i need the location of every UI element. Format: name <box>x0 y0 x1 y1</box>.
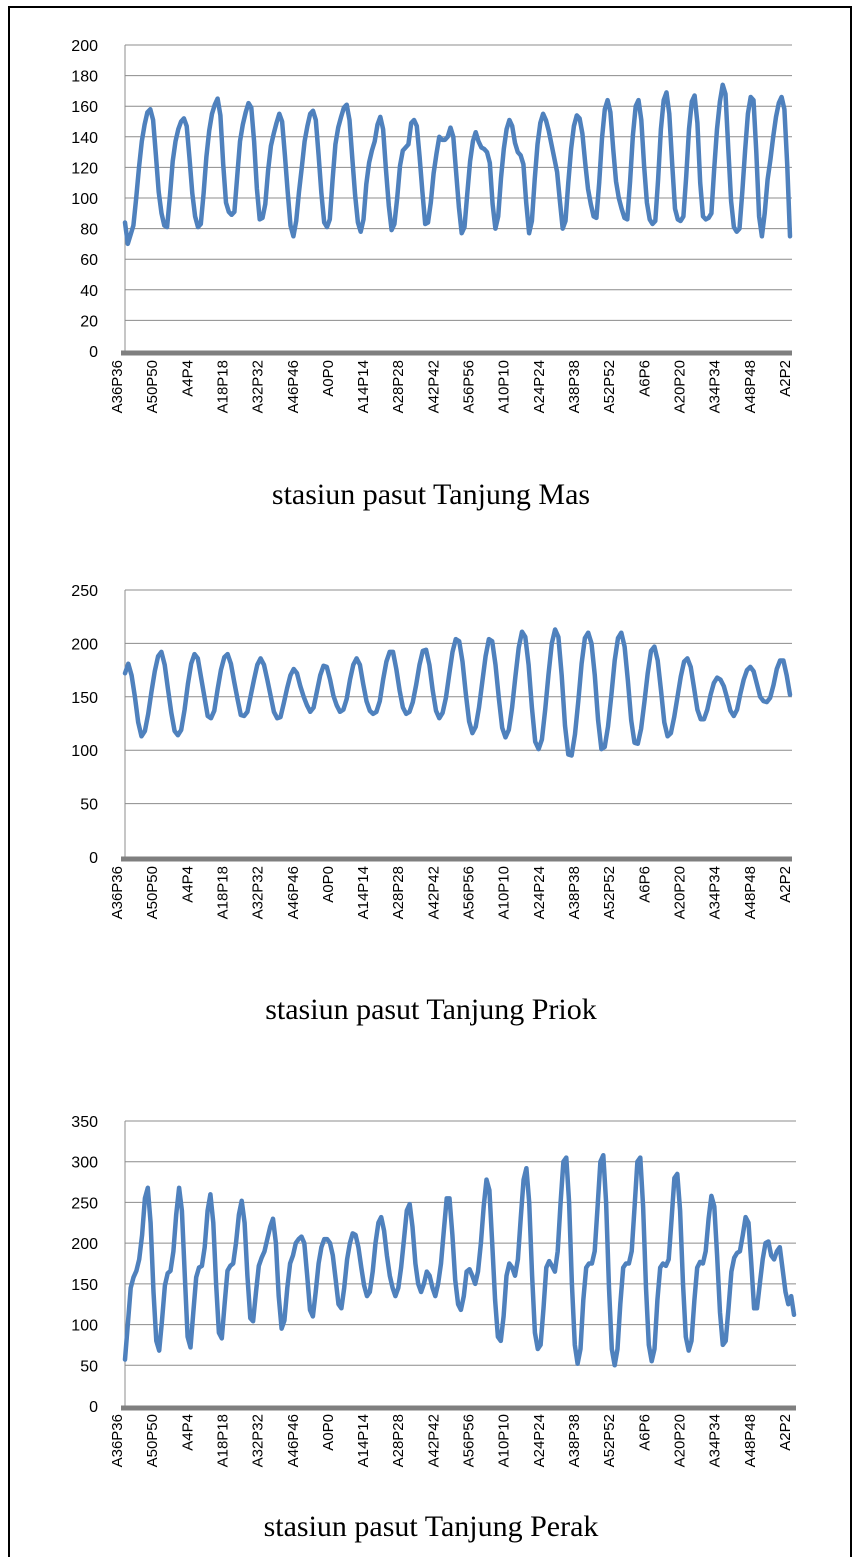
x-tick-label: A46P46 <box>285 1414 302 1467</box>
y-tick-label: 0 <box>89 850 98 867</box>
x-tick-label: A48P48 <box>742 1414 759 1467</box>
x-tick-label: A24P24 <box>531 360 548 413</box>
x-tick-label: A32P32 <box>250 1414 267 1467</box>
x-tick-label: A52P52 <box>601 360 618 413</box>
x-tick-label: A48P48 <box>742 866 759 919</box>
x-tick-label: A32P32 <box>250 866 267 919</box>
x-tick-label: A52P52 <box>601 1414 618 1467</box>
chart-caption-tanjung-priok: stasiun pasut Tanjung Priok <box>265 993 597 1026</box>
x-tick-label: A20P20 <box>671 866 688 919</box>
y-tick-label: 100 <box>71 191 98 208</box>
y-tick-label: 140 <box>71 130 98 147</box>
x-tick-label: A50P50 <box>144 866 161 919</box>
y-tick-label: 50 <box>80 1358 98 1375</box>
chart-caption-tanjung-mas: stasiun pasut Tanjung Mas <box>271 478 591 511</box>
y-tick-label: 100 <box>71 1318 98 1335</box>
y-tick-label: 120 <box>71 160 98 177</box>
x-tick-label: A50P50 <box>144 1414 161 1467</box>
x-tick-label: A34P34 <box>707 360 724 413</box>
y-tick-label: 160 <box>71 99 98 116</box>
tide-chart-tanjung-mas: 0 20 40 60 80 100 120 140 160 180 200 A36P36 A50P50 A… <box>71 38 794 413</box>
x-tick-label: A28P28 <box>390 1414 407 1467</box>
x-tick-label: A6P6 <box>636 360 653 397</box>
series-line <box>122 1152 797 1368</box>
x-tick-label: A0P0 <box>320 866 337 903</box>
y-tick-label: 80 <box>80 222 98 239</box>
x-tick-label: A50P50 <box>144 360 161 413</box>
x-tick-label: A42P42 <box>425 1414 442 1467</box>
x-tick-label: A2P2 <box>777 866 794 903</box>
x-tick-label: A10P10 <box>496 1414 513 1467</box>
x-tick-label: A24P24 <box>531 866 548 919</box>
y-tick-label: 60 <box>80 252 98 269</box>
x-tick-label: A36P36 <box>109 360 126 413</box>
x-tick-label: A0P0 <box>320 1414 337 1451</box>
x-tick-label: A6P6 <box>636 1414 653 1451</box>
x-tick-label: A38P38 <box>566 1414 583 1467</box>
y-tick-label: 50 <box>80 797 98 814</box>
series-line <box>122 82 793 247</box>
x-tick-label: A42P42 <box>425 360 442 413</box>
x-tick-label: A46P46 <box>285 866 302 919</box>
x-tick-label: A24P24 <box>531 1414 548 1467</box>
x-tick-label: A14P14 <box>355 1414 372 1467</box>
x-tick-label: A28P28 <box>390 866 407 919</box>
x-tick-label: A18P18 <box>214 866 231 919</box>
x-tick-label: A42P42 <box>425 866 442 919</box>
x-tick-label: A2P2 <box>777 360 794 397</box>
x-tick-label: A36P36 <box>109 866 126 919</box>
x-tick-label: A48P48 <box>742 360 759 413</box>
tide-chart-tanjung-perak: 0 50 100 150 200 250 300 350 A36P36 A50P50 A4P4 A18… <box>71 1114 797 1467</box>
x-tick-label: A20P20 <box>671 360 688 413</box>
x-tick-label: A14P14 <box>355 360 372 413</box>
y-tick-label: 0 <box>89 1399 98 1416</box>
y-tick-label: 200 <box>71 1236 98 1253</box>
x-tick-label: A18P18 <box>214 1414 231 1467</box>
figure-frame <box>8 6 852 1557</box>
y-tick-label: 100 <box>71 743 98 760</box>
x-tick-label: A14P14 <box>355 866 372 919</box>
x-tick-label: A56P56 <box>461 1414 478 1467</box>
x-tick-label: A32P32 <box>250 360 267 413</box>
y-tick-label: 250 <box>71 583 98 600</box>
x-tick-label: A18P18 <box>214 360 231 413</box>
tide-chart-tanjung-priok: 0 50 100 150 200 250 A36P36 A50P50 A4P4 A18P18 A32… <box>71 583 794 919</box>
x-tick-label: A56P56 <box>461 360 478 413</box>
x-tick-label: A10P10 <box>496 866 513 919</box>
x-tick-label: A38P38 <box>566 360 583 413</box>
x-tick-label: A28P28 <box>390 360 407 413</box>
y-tick-label: 250 <box>71 1195 98 1212</box>
y-tick-label: 180 <box>71 69 98 86</box>
x-tick-label: A56P56 <box>461 866 478 919</box>
x-tick-label: A6P6 <box>636 866 653 903</box>
x-tick-label: A10P10 <box>496 360 513 413</box>
x-tick-label: A36P36 <box>109 1414 126 1467</box>
y-tick-label: 0 <box>89 344 98 361</box>
y-tick-label: 300 <box>71 1155 98 1172</box>
y-tick-label: 40 <box>80 283 98 300</box>
series-line <box>122 627 793 758</box>
x-tick-label: A46P46 <box>285 360 302 413</box>
x-tick-label: A20P20 <box>671 1414 688 1467</box>
x-tick-label: A4P4 <box>179 1414 196 1451</box>
x-tick-label: A2P2 <box>777 1414 794 1451</box>
y-tick-label: 20 <box>80 313 98 330</box>
chart-caption-tanjung-perak: stasiun pasut Tanjung Perak <box>263 1510 599 1543</box>
x-tick-label: A38P38 <box>566 866 583 919</box>
x-tick-label: A0P0 <box>320 360 337 397</box>
x-tick-label: A4P4 <box>179 866 196 903</box>
x-tick-label: A34P34 <box>707 866 724 919</box>
y-tick-label: 350 <box>71 1114 98 1131</box>
x-tick-label: A52P52 <box>601 866 618 919</box>
x-tick-label: A4P4 <box>179 360 196 397</box>
y-tick-label: 150 <box>71 690 98 707</box>
y-tick-label: 200 <box>71 636 98 653</box>
y-tick-label: 200 <box>71 38 98 55</box>
x-tick-label: A34P34 <box>707 1414 724 1467</box>
y-tick-label: 150 <box>71 1277 98 1294</box>
